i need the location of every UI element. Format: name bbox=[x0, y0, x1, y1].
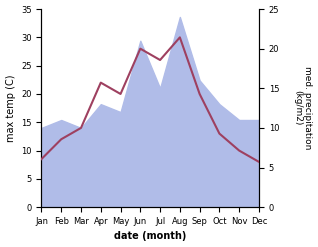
Y-axis label: med. precipitation
(kg/m2): med. precipitation (kg/m2) bbox=[293, 66, 313, 150]
Y-axis label: max temp (C): max temp (C) bbox=[5, 74, 16, 142]
X-axis label: date (month): date (month) bbox=[114, 231, 186, 242]
